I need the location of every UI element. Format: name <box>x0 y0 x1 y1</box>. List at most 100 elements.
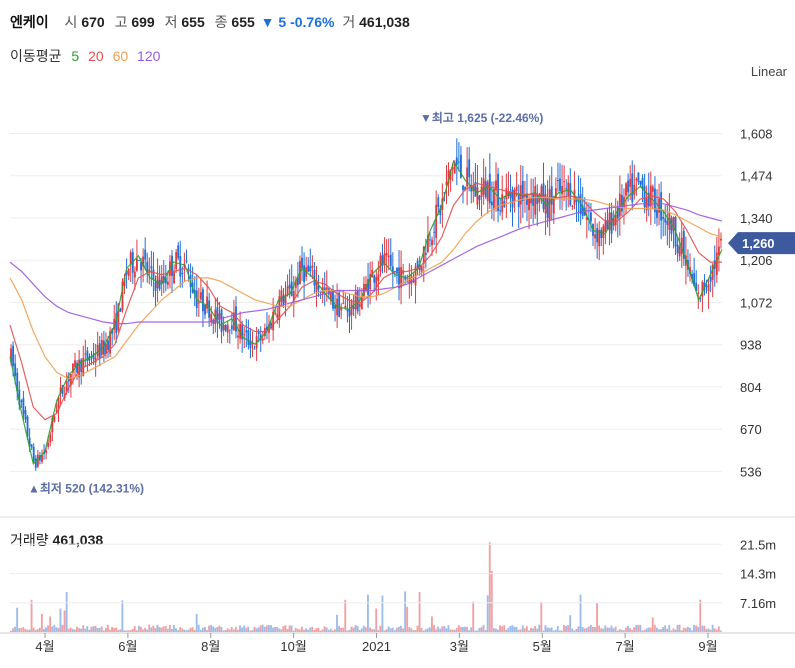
volume-bar <box>175 628 177 632</box>
volume-bar <box>129 630 132 632</box>
volume-bar <box>327 629 330 632</box>
volume-bar <box>464 626 466 632</box>
candle-body <box>389 254 392 267</box>
candle-body <box>641 177 644 189</box>
volume-bar <box>441 626 444 632</box>
volume-bar <box>695 625 698 632</box>
candle-body <box>680 237 683 255</box>
candle-body <box>515 186 518 191</box>
candle-body <box>204 305 206 315</box>
volume-bar <box>589 624 592 632</box>
volume-bar <box>98 627 101 632</box>
candle-body <box>313 270 316 286</box>
volume-bar <box>651 617 654 632</box>
volume-bar <box>288 625 291 632</box>
ma-20-label[interactable]: 20 <box>88 48 104 64</box>
volume-bar <box>558 630 561 632</box>
volume-bar <box>393 630 396 632</box>
candle-body <box>144 249 147 260</box>
volume-bar <box>449 629 452 632</box>
ma-120-label[interactable]: 120 <box>137 48 161 64</box>
candle-body <box>513 189 516 202</box>
volume-bar <box>569 615 572 632</box>
volume-bar <box>468 630 471 632</box>
candle-body <box>720 238 722 241</box>
candle-body <box>567 182 570 196</box>
price-tick-label: 804 <box>740 380 762 395</box>
volume-bar <box>488 542 491 632</box>
volume-bar <box>530 627 532 632</box>
close-value: 655 <box>231 14 255 30</box>
candle-body <box>682 231 685 259</box>
change-pct: -0.76% <box>290 14 335 30</box>
time-tick-label: 6월 <box>118 639 137 654</box>
candle-body <box>235 306 237 332</box>
volume-bar <box>552 630 555 632</box>
volume-bar <box>270 625 272 632</box>
candle-body <box>342 303 345 305</box>
candle-body <box>499 210 502 212</box>
volume-bar <box>137 625 140 632</box>
price-tick-label: 1,340 <box>740 211 773 226</box>
candle-body <box>51 417 54 433</box>
candle-body <box>245 330 248 333</box>
candle-body <box>38 455 41 461</box>
candle-body <box>284 294 287 304</box>
candle-body <box>154 281 157 292</box>
candle-body <box>140 262 142 271</box>
candle-body <box>216 307 219 323</box>
volume-bar <box>604 625 607 632</box>
candle-body <box>323 287 326 290</box>
candle-body <box>594 234 597 239</box>
volume-bar <box>323 626 326 632</box>
time-tick-label: 9월 <box>698 639 717 654</box>
candle-body <box>631 173 634 202</box>
volume-bar <box>536 628 539 632</box>
candle-body <box>596 228 599 243</box>
volume-bar <box>381 595 384 632</box>
candle-body <box>80 359 83 372</box>
volume-bar <box>631 629 634 632</box>
volume-bar <box>94 625 97 632</box>
volume-bar <box>548 628 551 632</box>
volume-bar <box>245 627 248 632</box>
volume-bar <box>140 626 142 632</box>
candle-body <box>420 265 423 272</box>
candle-body <box>620 195 623 212</box>
candle-body <box>350 301 353 316</box>
volume-bar <box>437 626 440 632</box>
candle-body <box>278 296 281 320</box>
volume-bar <box>154 628 157 632</box>
volume-bar <box>241 627 243 632</box>
candle-body <box>317 285 320 290</box>
volume-bar <box>28 629 31 632</box>
candle-body <box>76 362 79 373</box>
volume-bar <box>265 625 268 632</box>
volume-bar <box>311 626 314 632</box>
candle-body <box>12 345 15 367</box>
candle-body <box>57 397 60 411</box>
volume-bar <box>168 624 171 632</box>
ma-5-label[interactable]: 5 <box>71 48 80 64</box>
volume-bar <box>674 629 677 632</box>
candle-body <box>507 190 510 196</box>
current-price-badge: 1,260 <box>728 232 795 255</box>
volume-bar <box>521 625 524 632</box>
ma-60-label[interactable]: 60 <box>112 48 129 64</box>
candle-body <box>478 195 481 201</box>
volume-bar <box>255 628 258 632</box>
candle-body <box>296 276 299 286</box>
scale-type-toggle[interactable]: Linear <box>750 64 787 79</box>
candle-body <box>303 265 306 282</box>
candle-body <box>338 292 341 317</box>
volume-bar <box>575 629 578 632</box>
volume-bar <box>278 628 281 632</box>
time-tick-label: 5월 <box>533 639 552 654</box>
candle-body <box>526 193 528 205</box>
volume-bar <box>606 627 609 632</box>
volume-bar <box>410 628 413 632</box>
volume-bar <box>32 627 35 632</box>
candle-body <box>451 167 454 170</box>
volume-bar <box>24 628 27 632</box>
